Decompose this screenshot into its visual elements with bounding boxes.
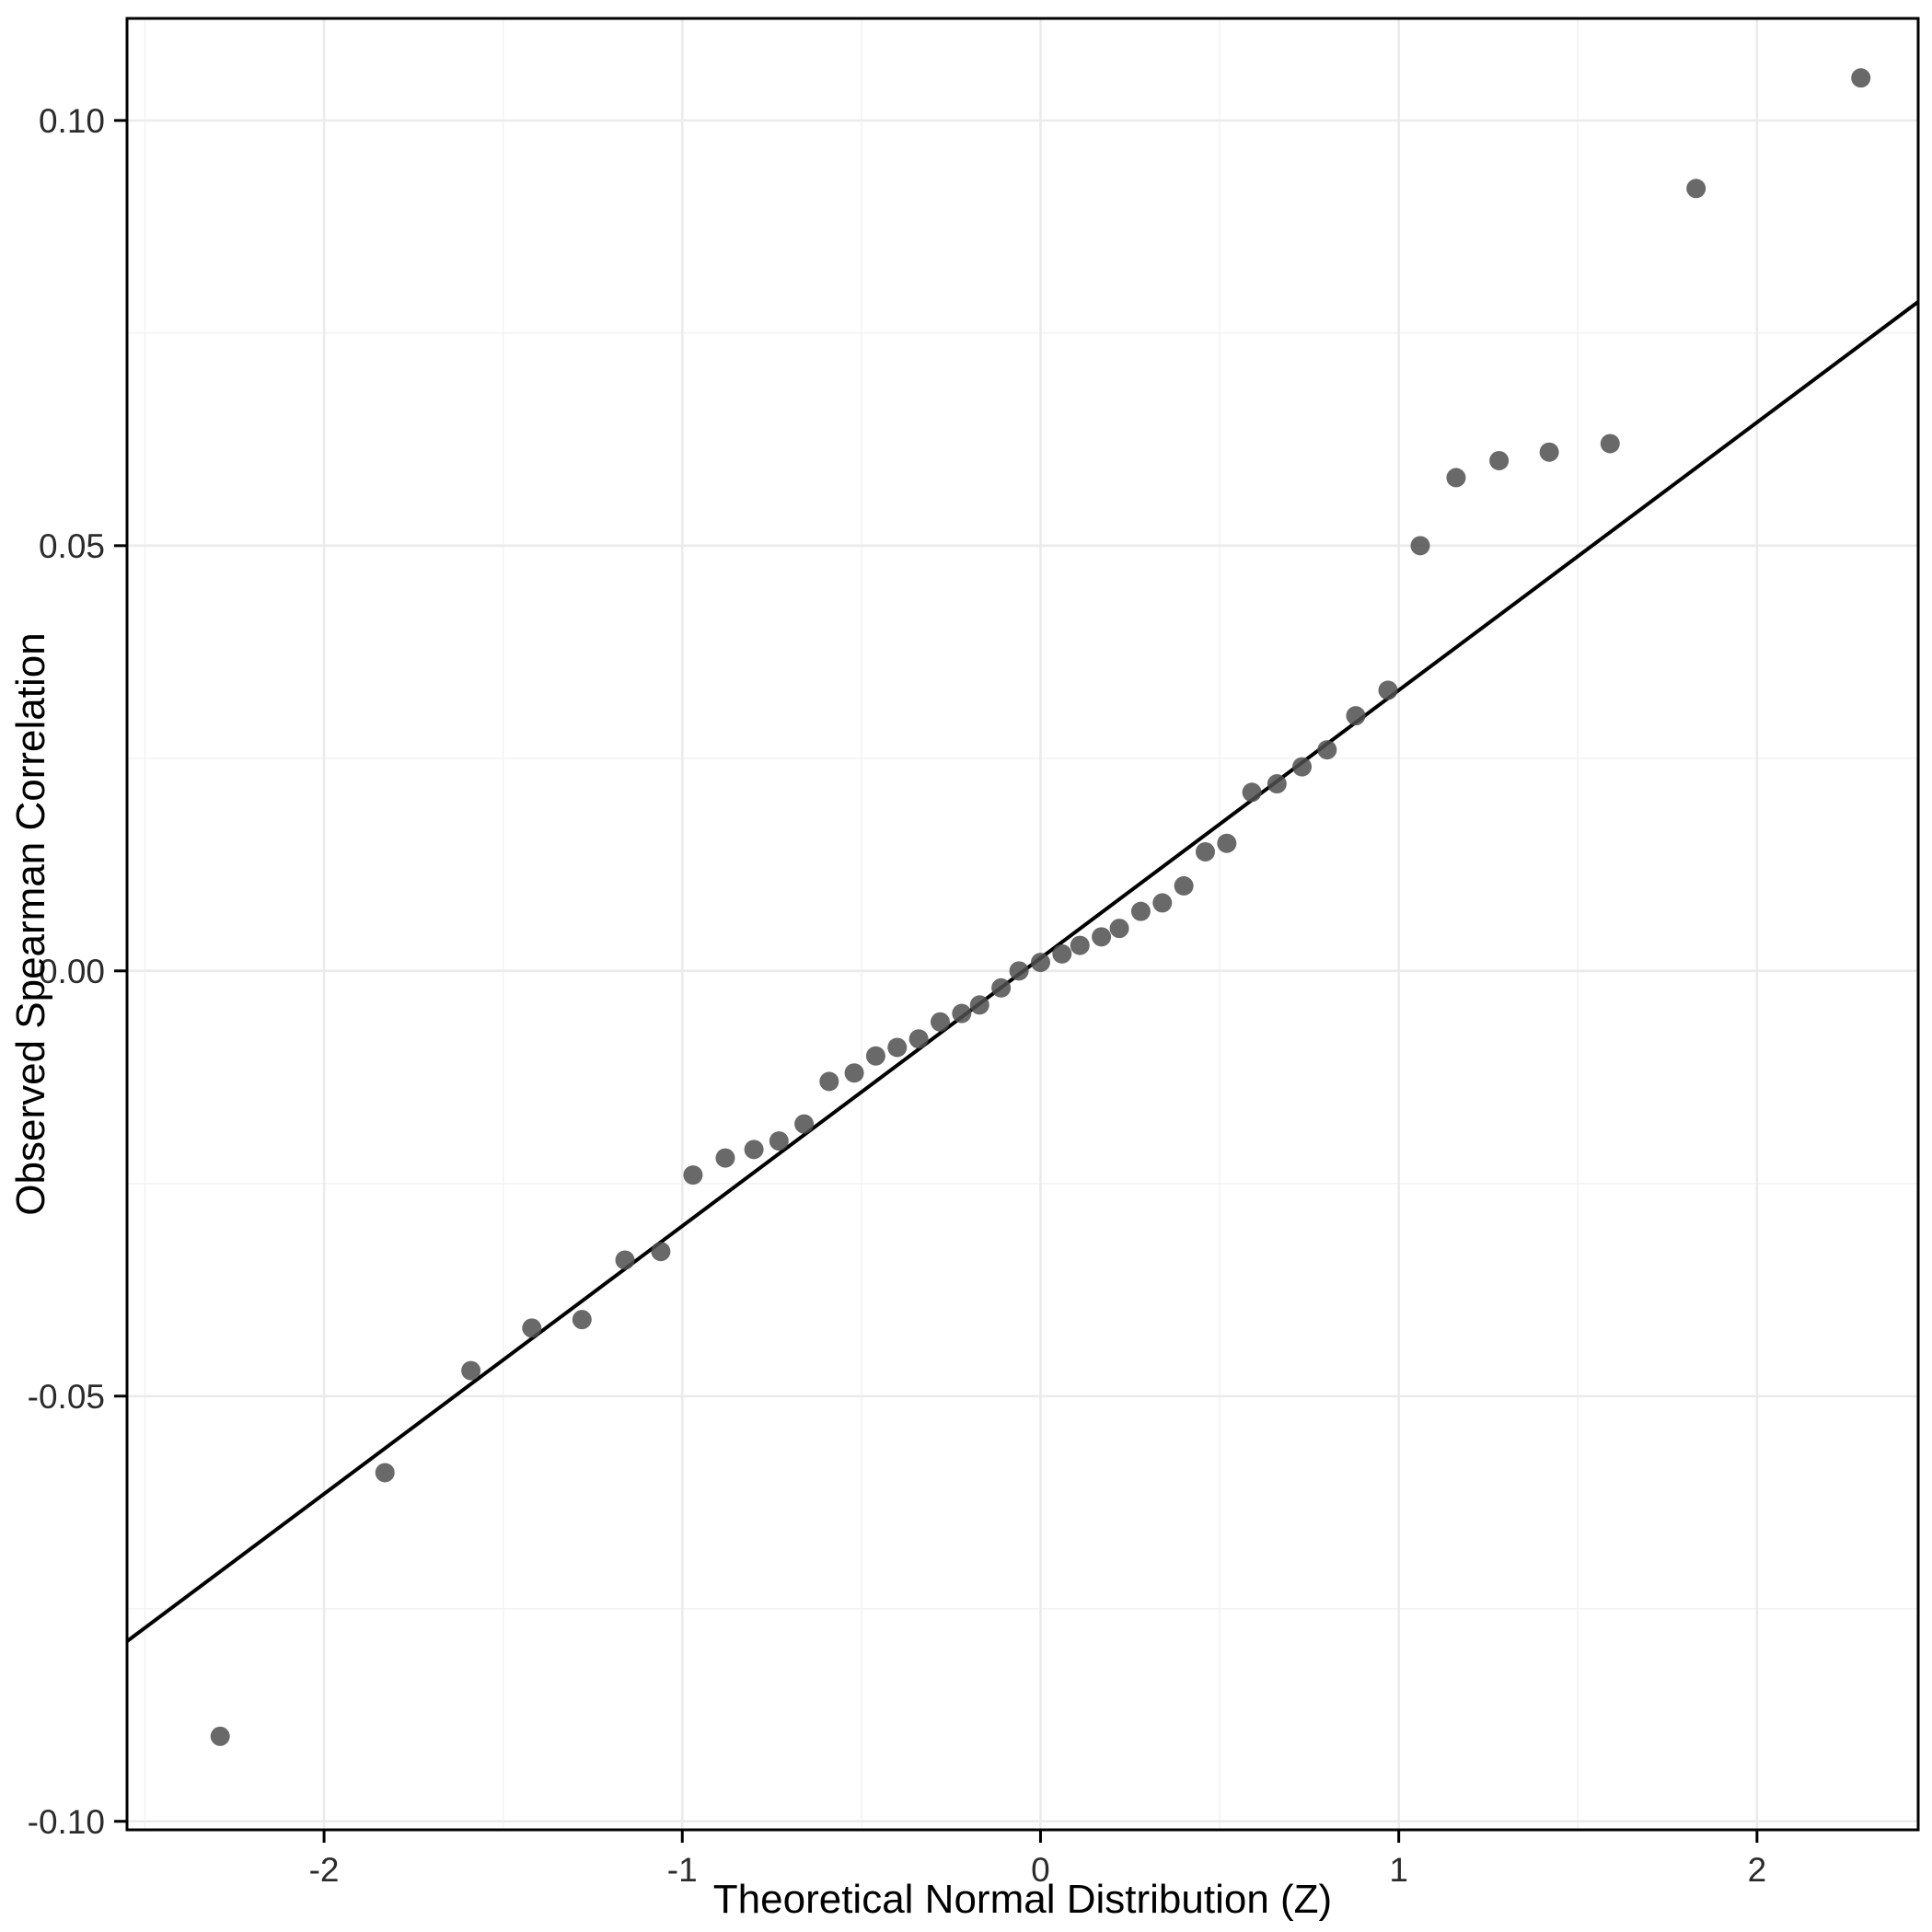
axis-ticks-layer bbox=[114, 119, 1759, 1843]
y-tick-label: -0.05 bbox=[28, 1378, 105, 1416]
data-point bbox=[1009, 961, 1029, 981]
data-point bbox=[1030, 953, 1050, 973]
panel-background bbox=[127, 18, 1918, 1830]
data-point bbox=[1217, 833, 1237, 853]
data-point bbox=[375, 1463, 395, 1483]
data-point bbox=[1446, 468, 1466, 488]
data-point bbox=[210, 1726, 230, 1746]
data-point bbox=[819, 1071, 839, 1092]
data-point bbox=[1109, 919, 1129, 939]
data-point bbox=[969, 995, 989, 1015]
data-point bbox=[615, 1250, 635, 1270]
data-point bbox=[1152, 893, 1173, 913]
data-point bbox=[715, 1148, 735, 1168]
y-tick-label: 0.10 bbox=[39, 102, 105, 140]
data-point bbox=[887, 1037, 908, 1058]
y-axis-title: Observed Spearman Correlation bbox=[8, 632, 53, 1215]
data-point bbox=[865, 1046, 885, 1066]
data-point bbox=[1292, 757, 1313, 777]
panel-border-layer bbox=[125, 17, 1920, 1832]
data-point bbox=[1174, 875, 1194, 896]
data-point bbox=[1378, 680, 1398, 700]
data-points-layer bbox=[210, 68, 1871, 1746]
data-point bbox=[1317, 740, 1337, 760]
data-point bbox=[930, 1012, 950, 1032]
x-tick-label: -1 bbox=[667, 1851, 698, 1889]
x-axis-title: Theoretical Normal Distribution (Z) bbox=[713, 1877, 1332, 1922]
data-point bbox=[683, 1165, 703, 1186]
x-tick-label: 0 bbox=[1031, 1851, 1050, 1889]
plot-panel bbox=[127, 18, 1918, 1830]
data-point bbox=[522, 1318, 542, 1338]
panel-border bbox=[125, 17, 1920, 1832]
data-point bbox=[1851, 68, 1871, 88]
data-point bbox=[1195, 841, 1215, 862]
data-point bbox=[1489, 450, 1510, 470]
data-point bbox=[1052, 943, 1072, 964]
x-tick-label: -2 bbox=[309, 1851, 340, 1889]
grid-minor bbox=[127, 18, 1918, 1830]
data-point bbox=[1130, 901, 1151, 921]
data-point bbox=[744, 1140, 764, 1160]
y-tick-label: 0.05 bbox=[39, 527, 105, 565]
data-point bbox=[1267, 774, 1287, 794]
data-point bbox=[1346, 706, 1366, 726]
data-point bbox=[952, 1003, 972, 1024]
data-point bbox=[651, 1242, 671, 1262]
data-point bbox=[908, 1029, 929, 1049]
y-tick-label: -0.10 bbox=[28, 1803, 105, 1841]
data-point bbox=[1092, 927, 1112, 947]
data-point bbox=[794, 1114, 815, 1134]
x-tick-label: 1 bbox=[1389, 1851, 1408, 1889]
data-point bbox=[769, 1131, 789, 1151]
data-point bbox=[572, 1310, 592, 1330]
data-point bbox=[1539, 442, 1559, 462]
data-point bbox=[1070, 935, 1090, 955]
x-tick-label: 2 bbox=[1748, 1851, 1767, 1889]
axis-tick-labels-layer: -2 -1 0 1 2 -0.10 -0.05 0.00 0.05 0.10 bbox=[28, 102, 1766, 1889]
data-point bbox=[461, 1360, 481, 1381]
data-point bbox=[1600, 434, 1620, 454]
data-point bbox=[1686, 179, 1706, 199]
data-point bbox=[991, 978, 1012, 998]
data-point bbox=[844, 1063, 864, 1083]
data-point bbox=[1410, 536, 1430, 556]
y-tick-label: 0.00 bbox=[39, 953, 105, 990]
data-point bbox=[1242, 782, 1262, 803]
